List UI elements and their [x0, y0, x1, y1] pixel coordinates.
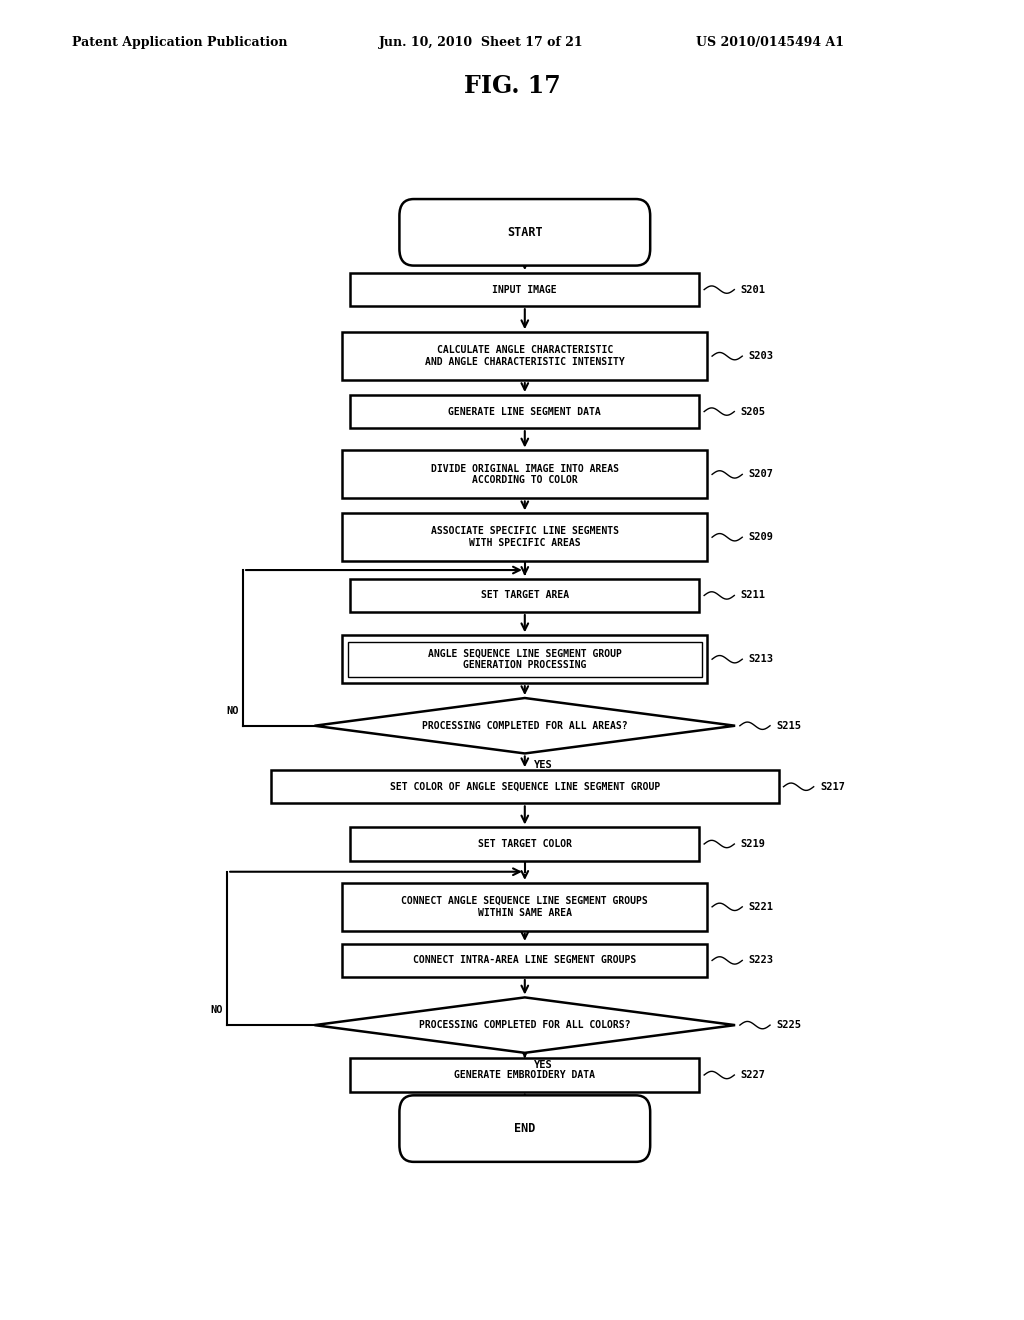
Bar: [350, 273, 699, 306]
Bar: [342, 635, 708, 684]
Text: CONNECT ANGLE SEQUENCE LINE SEGMENT GROUPS
WITHIN SAME AREA: CONNECT ANGLE SEQUENCE LINE SEGMENT GROU…: [401, 896, 648, 917]
FancyBboxPatch shape: [399, 199, 650, 265]
Text: S221: S221: [749, 902, 773, 912]
Text: NO: NO: [226, 706, 239, 715]
Text: PROCESSING COMPLETED FOR ALL COLORS?: PROCESSING COMPLETED FOR ALL COLORS?: [419, 1020, 631, 1030]
Text: END: END: [514, 1122, 536, 1135]
Polygon shape: [314, 698, 735, 754]
Text: GENERATE EMBROIDERY DATA: GENERATE EMBROIDERY DATA: [455, 1071, 595, 1080]
Bar: [348, 642, 701, 677]
Polygon shape: [314, 998, 735, 1053]
Bar: [342, 944, 708, 977]
Text: FIG. 17: FIG. 17: [464, 74, 560, 98]
Text: ANGLE SEQUENCE LINE SEGMENT GROUP
GENERATION PROCESSING: ANGLE SEQUENCE LINE SEGMENT GROUP GENERA…: [428, 648, 622, 671]
Bar: [342, 450, 708, 499]
Text: START: START: [507, 226, 543, 239]
FancyBboxPatch shape: [399, 1096, 650, 1162]
Text: S217: S217: [820, 781, 845, 792]
Text: CONNECT INTRA-AREA LINE SEGMENT GROUPS: CONNECT INTRA-AREA LINE SEGMENT GROUPS: [413, 956, 637, 965]
Text: S223: S223: [749, 956, 773, 965]
Bar: [350, 1059, 699, 1092]
Text: CALCULATE ANGLE CHARACTERISTIC
AND ANGLE CHARACTERISTIC INTENSITY: CALCULATE ANGLE CHARACTERISTIC AND ANGLE…: [425, 346, 625, 367]
Text: S215: S215: [776, 721, 802, 731]
Bar: [350, 395, 699, 428]
Text: PROCESSING COMPLETED FOR ALL AREAS?: PROCESSING COMPLETED FOR ALL AREAS?: [422, 721, 628, 731]
Text: INPUT IMAGE: INPUT IMAGE: [493, 285, 557, 294]
Text: Patent Application Publication: Patent Application Publication: [72, 36, 287, 49]
Text: YES: YES: [535, 1060, 553, 1069]
Bar: [350, 828, 699, 861]
Bar: [350, 578, 699, 612]
Text: S203: S203: [749, 351, 773, 362]
Text: SET TARGET COLOR: SET TARGET COLOR: [478, 840, 571, 849]
Bar: [342, 333, 708, 380]
Bar: [342, 513, 708, 561]
Text: NO: NO: [211, 1005, 223, 1015]
Text: S201: S201: [740, 285, 766, 294]
Text: DIVIDE ORIGINAL IMAGE INTO AREAS
ACCORDING TO COLOR: DIVIDE ORIGINAL IMAGE INTO AREAS ACCORDI…: [431, 463, 618, 486]
Text: S219: S219: [740, 840, 766, 849]
Text: S209: S209: [749, 532, 773, 543]
Bar: [270, 770, 779, 804]
Text: GENERATE LINE SEGMENT DATA: GENERATE LINE SEGMENT DATA: [449, 407, 601, 417]
Text: US 2010/0145494 A1: US 2010/0145494 A1: [696, 36, 845, 49]
Text: Jun. 10, 2010  Sheet 17 of 21: Jun. 10, 2010 Sheet 17 of 21: [379, 36, 584, 49]
Text: S213: S213: [749, 655, 773, 664]
Text: S207: S207: [749, 470, 773, 479]
Bar: [342, 883, 708, 931]
Text: S227: S227: [740, 1071, 766, 1080]
Text: S225: S225: [776, 1020, 802, 1030]
Text: S211: S211: [740, 590, 766, 601]
Text: SET COLOR OF ANGLE SEQUENCE LINE SEGMENT GROUP: SET COLOR OF ANGLE SEQUENCE LINE SEGMENT…: [390, 781, 659, 792]
Text: SET TARGET AREA: SET TARGET AREA: [480, 590, 569, 601]
Text: YES: YES: [535, 760, 553, 771]
Text: ASSOCIATE SPECIFIC LINE SEGMENTS
WITH SPECIFIC AREAS: ASSOCIATE SPECIFIC LINE SEGMENTS WITH SP…: [431, 527, 618, 548]
Text: S205: S205: [740, 407, 766, 417]
